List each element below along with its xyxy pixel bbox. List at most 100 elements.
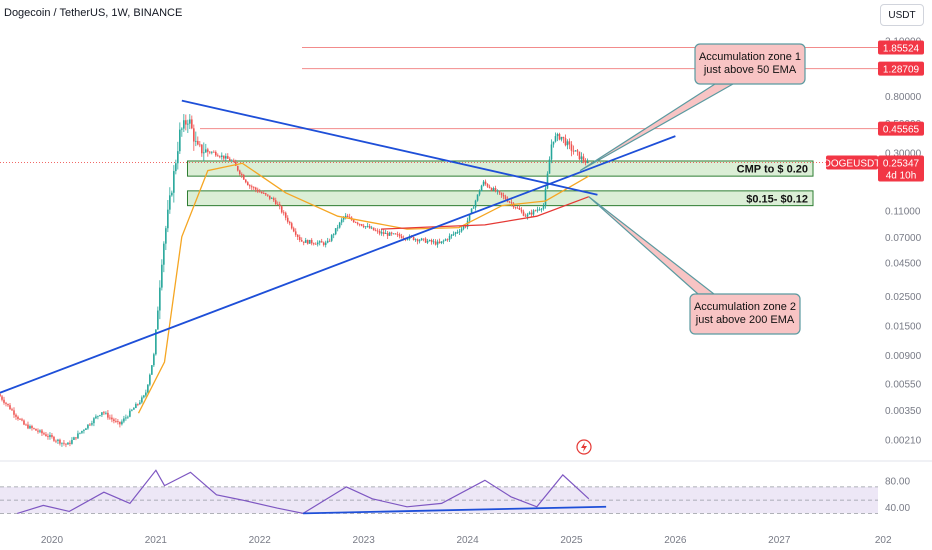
candle-body <box>310 239 313 244</box>
candle-body <box>294 231 297 235</box>
candle-body <box>460 228 463 232</box>
candle-body <box>211 151 213 153</box>
candle-body <box>292 228 295 232</box>
candle-body <box>452 233 455 235</box>
candle-body <box>175 163 177 172</box>
candle-body <box>582 156 585 161</box>
price-label-2: 1.28709 <box>883 65 920 76</box>
candle-body <box>378 230 381 234</box>
candle-body <box>115 421 117 422</box>
rsi-tick-label: 80.00 <box>885 476 910 487</box>
time-tick-label: 2021 <box>145 535 168 546</box>
candle-body <box>318 241 321 243</box>
candle-body <box>29 426 31 429</box>
candle-body <box>117 421 119 422</box>
candle-body <box>442 240 445 242</box>
candle-body <box>374 230 377 232</box>
candle-body <box>340 219 343 223</box>
lightning-icon[interactable] <box>581 442 587 452</box>
candle-body <box>191 119 193 129</box>
candle-body <box>3 399 5 403</box>
price-label-bg <box>878 40 924 55</box>
candle-body <box>91 423 93 425</box>
candle-body <box>73 437 75 440</box>
candle-body <box>496 190 499 192</box>
candle-body <box>266 194 269 196</box>
candle-body <box>416 239 419 242</box>
lower-trendline[interactable] <box>0 135 676 394</box>
chart-misc <box>576 439 592 455</box>
candle-body <box>578 151 581 160</box>
candle-body <box>566 141 569 146</box>
candle-body <box>119 421 121 425</box>
candle-body <box>552 141 555 145</box>
candle-body <box>85 428 87 431</box>
rsi-panel: 80.00 40.00 <box>0 460 932 515</box>
candle-body <box>348 217 351 218</box>
callout-box-1[interactable] <box>694 43 806 85</box>
candle-body <box>572 150 575 152</box>
candle-body <box>53 436 55 441</box>
candle-body <box>392 233 395 235</box>
time-axis: 2020 2021 2022 2023 2024 2025 2026 2027 202 <box>41 535 892 546</box>
candle-body <box>163 243 165 265</box>
candle-body <box>470 208 473 214</box>
currency-selector-button[interactable]: USDT <box>880 4 924 26</box>
candle-body <box>450 234 453 236</box>
candle-body <box>368 225 371 229</box>
candle-body <box>169 195 171 210</box>
candle-body <box>61 442 63 444</box>
candle-body <box>155 329 157 355</box>
candle-body <box>476 194 479 201</box>
candle-body <box>43 433 45 435</box>
candle-body <box>25 424 27 426</box>
candle-body <box>21 419 23 421</box>
callout-box-2[interactable] <box>689 293 801 335</box>
candle-body <box>246 182 249 186</box>
candle-body <box>228 158 231 161</box>
trendlines <box>0 99 676 394</box>
candle-body <box>448 235 451 240</box>
candle-body <box>324 242 327 245</box>
candle-body <box>189 119 191 124</box>
candle-body <box>358 223 361 225</box>
symbol-label-bg <box>826 155 878 170</box>
candle-body <box>173 171 175 193</box>
candle-body <box>33 428 35 429</box>
candle-body <box>498 190 501 193</box>
time-tick-label: 2026 <box>664 535 687 546</box>
price-tick-label: 0.80000 <box>885 92 922 103</box>
candle-body <box>220 155 223 157</box>
candle-body <box>306 240 309 244</box>
candle-body <box>177 151 179 164</box>
candle-body <box>226 156 229 159</box>
candle-body <box>482 181 485 186</box>
current-price-bg <box>878 155 924 182</box>
candle-body <box>584 160 587 163</box>
candle-body <box>65 443 67 445</box>
accumulation-zones: CMP to $ 0.20 $0.15- $0.12 <box>186 160 814 207</box>
candle-body <box>183 120 185 129</box>
candle-body <box>332 234 335 236</box>
candle-body <box>420 238 423 241</box>
candle-body <box>262 193 265 194</box>
candle-body <box>424 238 427 243</box>
candle-body <box>462 226 465 229</box>
candle-body <box>302 241 305 243</box>
candle-body <box>536 209 539 211</box>
candle-body <box>272 198 275 201</box>
candle-body <box>362 225 365 228</box>
candle-body <box>558 134 561 140</box>
candle-body <box>167 209 169 229</box>
rsi-trendline[interactable] <box>303 505 607 515</box>
candle-body <box>69 442 71 444</box>
upper-trendline[interactable] <box>181 99 598 196</box>
candle-body <box>230 160 233 162</box>
candle-body <box>428 240 431 241</box>
candle-body <box>316 242 319 245</box>
candle-body <box>334 228 337 235</box>
candle-body <box>125 417 127 419</box>
candle-body <box>548 159 551 174</box>
